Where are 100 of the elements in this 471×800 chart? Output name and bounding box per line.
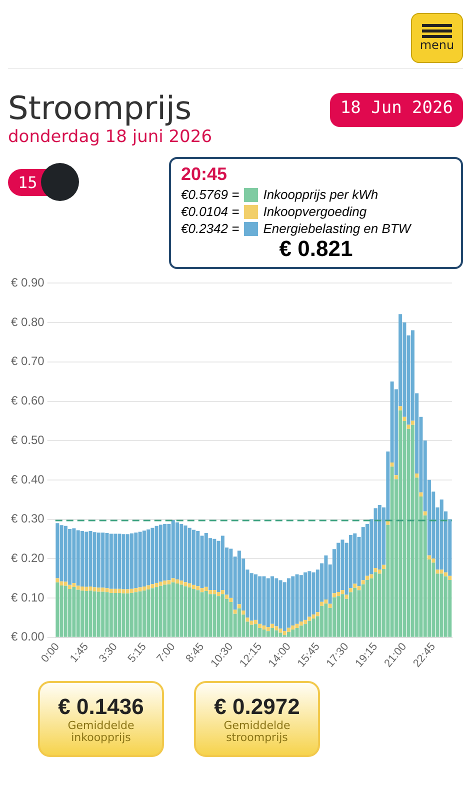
bar	[64, 526, 68, 582]
bar	[229, 602, 233, 637]
bar	[415, 474, 419, 478]
bar	[320, 602, 324, 606]
bar	[72, 587, 76, 637]
text: €0.2342 =	[181, 221, 240, 236]
bar	[212, 538, 216, 590]
bar	[188, 528, 192, 584]
bar	[366, 576, 370, 580]
bar	[270, 628, 274, 637]
bar	[274, 626, 278, 630]
bar	[246, 618, 250, 622]
bar	[229, 598, 233, 602]
bar	[374, 568, 378, 572]
bar	[340, 594, 344, 637]
bar	[427, 555, 431, 560]
bar	[163, 524, 167, 581]
bar	[262, 630, 266, 637]
bar	[118, 588, 122, 593]
bar	[304, 572, 308, 620]
bar	[146, 529, 150, 586]
bar	[250, 624, 254, 637]
bar	[138, 591, 142, 637]
bar	[68, 584, 72, 590]
bar	[56, 582, 60, 637]
bar	[163, 584, 167, 637]
bar	[114, 592, 118, 637]
bar	[270, 624, 274, 628]
bar	[291, 630, 295, 637]
bar	[436, 570, 440, 574]
bar	[158, 586, 162, 637]
bar	[410, 420, 414, 425]
bar	[212, 590, 216, 594]
bar	[64, 582, 68, 586]
bar	[192, 584, 196, 590]
bar	[216, 596, 220, 637]
y-tick-label: € 0.30	[10, 512, 45, 526]
bar	[84, 590, 88, 637]
bar	[60, 585, 64, 637]
bar	[175, 584, 179, 637]
bar	[150, 588, 154, 637]
bar	[101, 588, 105, 592]
bar	[291, 576, 295, 626]
bar	[312, 572, 316, 614]
bar	[258, 624, 262, 628]
bar	[353, 588, 357, 637]
bar	[398, 406, 402, 410]
bar	[237, 604, 241, 608]
bar	[180, 584, 184, 637]
bar	[171, 520, 175, 578]
bar	[96, 588, 100, 592]
bar	[184, 525, 188, 582]
bar	[154, 526, 158, 583]
bar	[410, 424, 414, 637]
bar	[184, 586, 188, 637]
bar	[175, 522, 179, 580]
bar	[114, 534, 118, 589]
bar	[76, 590, 80, 637]
bar	[225, 594, 229, 599]
bar	[444, 576, 448, 637]
bar	[258, 628, 262, 637]
bar	[366, 580, 370, 637]
bar	[402, 416, 406, 421]
bar	[440, 574, 444, 637]
bar	[80, 586, 84, 591]
bar	[101, 532, 105, 588]
bar	[192, 530, 196, 585]
bar	[266, 578, 270, 628]
bar	[398, 410, 402, 637]
bar	[134, 532, 138, 588]
bar	[80, 531, 84, 586]
bar	[312, 614, 316, 619]
bar	[146, 585, 150, 590]
bar	[299, 626, 303, 637]
bar	[184, 582, 188, 586]
bar	[76, 530, 80, 586]
bar	[130, 533, 134, 589]
bar	[406, 424, 410, 429]
bar	[274, 578, 278, 626]
bar	[308, 616, 312, 621]
bar	[154, 587, 158, 637]
text: € 0.1436	[58, 694, 144, 720]
bar	[68, 529, 72, 585]
bar	[138, 587, 142, 592]
y-tick-label: € 0.80	[10, 314, 45, 329]
bar	[287, 632, 291, 637]
bar	[196, 590, 200, 637]
legend-label: Inkoopvergoeding	[263, 204, 367, 219]
bar	[56, 578, 60, 582]
bar	[262, 625, 266, 630]
chart-title: Stroomprijs	[8, 89, 193, 127]
text: €0.5769 =	[181, 187, 240, 202]
bar	[105, 588, 109, 592]
bar	[130, 592, 134, 637]
bar	[118, 592, 122, 637]
bar	[287, 578, 291, 628]
bar	[266, 627, 270, 632]
bar	[299, 575, 303, 622]
y-tick-label: € 0.40	[10, 472, 45, 486]
bar	[254, 620, 258, 624]
